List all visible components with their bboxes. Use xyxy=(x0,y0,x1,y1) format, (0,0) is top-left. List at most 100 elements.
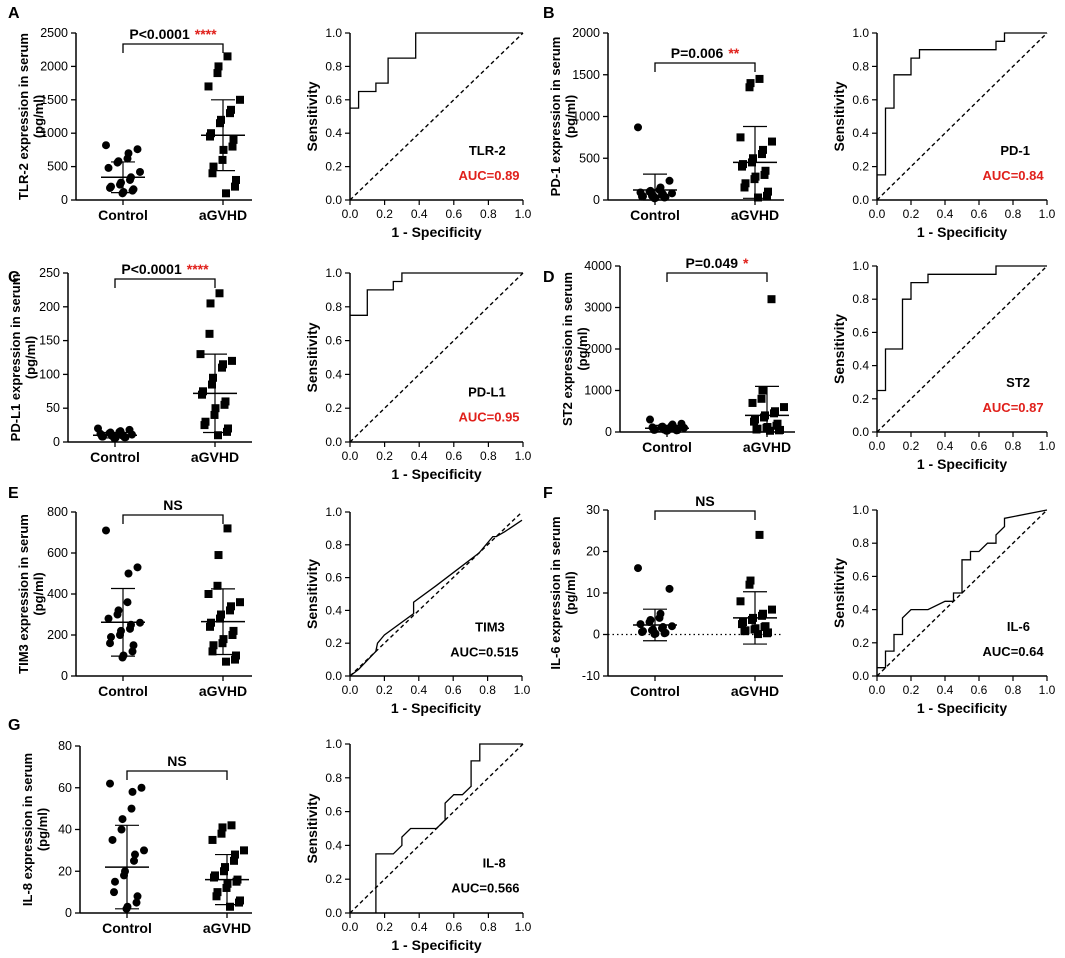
control-point xyxy=(133,892,142,901)
roc-curve-line xyxy=(350,272,523,316)
x-category-label: aGVHD xyxy=(191,449,239,465)
y-tick-label: 150 xyxy=(39,334,60,348)
roc-x-tick-label: 0.8 xyxy=(480,920,497,934)
control-point xyxy=(106,779,114,788)
y-tick-label: 200 xyxy=(39,300,60,314)
control-point xyxy=(668,189,676,198)
roc-curve-line xyxy=(350,32,523,109)
roc-curve-a: 0.00.0 0.2 0.2 0.4 0.4 0.6 0.6 0.8 0.8 1.0 1.0 1 - … xyxy=(304,26,532,240)
agvhd-point xyxy=(760,170,769,179)
y-tick-label: 10 xyxy=(586,586,600,600)
roc-biomarker-label: TIM3 xyxy=(475,620,505,635)
y-tick-label: 1500 xyxy=(572,68,600,82)
control-point xyxy=(123,598,132,607)
roc-y-tick-label: 0.8 xyxy=(852,536,869,550)
roc-curve-line xyxy=(877,509,1048,669)
panel-letter-a: A xyxy=(8,5,20,22)
panel-letter-c: C xyxy=(8,269,20,286)
roc-x-tick-label: 0.2 xyxy=(376,920,393,934)
agvhd-point xyxy=(209,373,217,382)
control-point xyxy=(665,584,674,593)
roc-biomarker-label: TLR-2 xyxy=(469,143,506,158)
control-point xyxy=(130,856,138,865)
roc-x-tick-label: 0.4 xyxy=(937,439,954,453)
control-point xyxy=(638,192,646,201)
control-point xyxy=(98,432,106,441)
control-point xyxy=(668,622,676,631)
roc-y-tick-label: 1.0 xyxy=(852,259,869,273)
y-tick-label: 1000 xyxy=(40,126,68,140)
control-point xyxy=(102,526,110,535)
agvhd-point xyxy=(200,421,209,430)
roc-x-axis-label: 1 - Specificity xyxy=(917,456,1007,472)
control-point xyxy=(118,815,127,824)
roc-y-axis-label: Sensitivity xyxy=(304,559,320,629)
roc-x-tick-label: 0.0 xyxy=(342,683,359,697)
agvhd-point xyxy=(240,846,248,855)
agvhd-point xyxy=(209,641,218,650)
y-tick-label: 0 xyxy=(53,435,60,449)
roc-y-tick-label: 0.0 xyxy=(852,193,869,207)
y-tick-label: 800 xyxy=(47,505,68,519)
agvhd-point xyxy=(204,82,213,91)
y-axis-label: TIM3 expression in serum(pg/ml) xyxy=(16,514,46,674)
roc-x-tick-label: 0.0 xyxy=(342,920,359,934)
agvhd-point xyxy=(213,69,222,78)
agvhd-point xyxy=(745,580,754,589)
roc-y-axis-label: Sensitivity xyxy=(304,793,320,863)
roc-auc-label: AUC=0.87 xyxy=(983,400,1044,415)
agvhd-point xyxy=(761,166,770,175)
roc-biomarker-label: PD-1 xyxy=(1000,143,1030,158)
roc-x-tick-label: 1.0 xyxy=(1039,207,1056,221)
y-axis-label-line: (pg/ml) xyxy=(563,571,578,614)
agvhd-point xyxy=(232,877,241,886)
roc-auc-label: AUC=0.515 xyxy=(450,644,518,659)
control-point xyxy=(110,434,119,443)
x-category-label: Control xyxy=(98,683,148,699)
agvhd-point xyxy=(218,823,227,832)
agvhd-point xyxy=(217,610,225,619)
roc-y-tick-label: 0.0 xyxy=(325,435,342,449)
y-axis-label-line: IL-8 expression in serum xyxy=(20,753,35,906)
roc-x-tick-label: 0.4 xyxy=(411,449,428,463)
roc-y-tick-label: 0.0 xyxy=(325,193,342,207)
significance-bracket xyxy=(654,62,756,72)
roc-curve-f: 0.00.0 0.2 0.2 0.4 0.4 0.6 0.6 0.8 0.8 1.0 1.0 1 - … xyxy=(831,503,1056,716)
agvhd-point xyxy=(767,295,776,304)
roc-y-tick-label: 0.8 xyxy=(325,300,342,314)
p-value-text: P<0.0001 xyxy=(121,261,182,277)
x-category-label: aGVHD xyxy=(731,207,779,223)
roc-x-axis-label: 1 - Specificity xyxy=(917,224,1007,240)
y-axis-label: PD-L1 expression in serum(pg/ml) xyxy=(8,274,38,442)
roc-y-tick-label: 0.4 xyxy=(325,367,342,381)
control-point xyxy=(123,154,132,163)
control-point xyxy=(127,804,136,813)
x-category-label: Control xyxy=(630,207,680,223)
y-tick-label: 1000 xyxy=(584,384,612,398)
roc-y-tick-label: 0.4 xyxy=(852,126,869,140)
roc-y-tick-label: 0.0 xyxy=(852,669,869,683)
agvhd-point xyxy=(230,856,238,865)
agvhd-point xyxy=(760,623,769,632)
p-value-text: NS xyxy=(695,493,714,509)
roc-reference-diagonal xyxy=(349,272,524,443)
roc-reference-diagonal xyxy=(349,511,523,677)
agvhd-point xyxy=(212,892,221,901)
y-axis-label-line: PD-1 expression in serum xyxy=(548,37,563,197)
roc-y-tick-label: 0.0 xyxy=(325,669,342,683)
control-point xyxy=(634,564,642,573)
y-tick-label: 60 xyxy=(58,781,72,795)
agvhd-point xyxy=(223,427,231,436)
roc-auc-label: AUC=0.84 xyxy=(983,168,1045,183)
agvhd-point xyxy=(206,299,215,308)
roc-biomarker-label: PD-L1 xyxy=(468,384,506,399)
control-point xyxy=(126,624,134,633)
control-point xyxy=(665,176,674,185)
y-axis-label-line: (pg/ml) xyxy=(23,336,38,379)
significance-stars: * xyxy=(743,255,749,271)
x-category-label: Control xyxy=(642,439,692,455)
y-tick-label: 500 xyxy=(47,160,68,174)
x-category-label: aGVHD xyxy=(199,683,247,699)
x-category-label: Control xyxy=(98,207,148,223)
scatter-plot-f: -10 0 10 20 30 Control aGVHD IL-6 expression in… xyxy=(548,493,783,699)
